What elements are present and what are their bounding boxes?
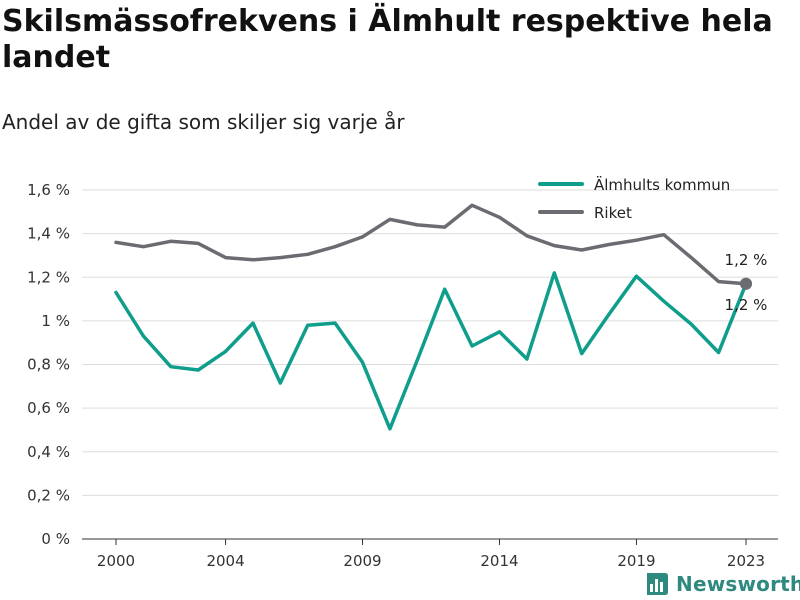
brand-name: Newsworthy [676, 572, 800, 596]
legend: Älmhults kommun Riket [538, 175, 730, 222]
end-value-label: 1,2 % [725, 296, 768, 314]
series-line-riket [114, 203, 748, 286]
brand-logo: Newsworthy [644, 568, 800, 600]
end-value-label: 1,2 % [725, 251, 768, 269]
y-tick-label: 1,2 % [27, 268, 70, 286]
y-tick-label: 1,4 % [27, 225, 70, 243]
y-tick-label: 0,6 % [27, 399, 70, 417]
chart-subtitle: Andel av de gifta som skiljer sig varje … [2, 110, 405, 134]
y-tick-label: 1,6 % [27, 181, 70, 199]
series-line-almhult [114, 271, 748, 431]
x-tick-label: 2000 [97, 552, 135, 570]
y-tick-label: 1 % [41, 312, 70, 330]
x-tick-label: 2004 [206, 552, 244, 570]
chart-title: Skilsmässofrekvens i Älmhult respektive … [2, 4, 773, 75]
x-axis: 2000 2004 2009 2014 2019 2023 [97, 539, 765, 570]
legend-label: Riket [594, 204, 632, 222]
x-tick-label: 2009 [343, 552, 381, 570]
series-lines [114, 203, 752, 431]
y-tick-label: 0,4 % [27, 443, 70, 461]
x-tick-label: 2019 [617, 552, 655, 570]
y-tick-label: 0,8 % [27, 356, 70, 374]
x-tick-label: 2014 [480, 552, 518, 570]
bar-chart-icon [647, 573, 668, 595]
y-tick-label: 0,2 % [27, 486, 70, 504]
legend-label: Älmhults kommun [594, 175, 730, 194]
y-axis-ticks: 0 % 0,2 % 0,4 % 0,6 % 0,8 % 1 % 1,2 % 1,4 % 1,6 … [27, 181, 70, 548]
end-point-riket [740, 277, 752, 290]
y-tick-label: 0 % [41, 530, 70, 548]
x-tick-label: 2023 [727, 552, 765, 570]
gridlines [82, 189, 778, 540]
end-labels: 1,2 % 1,2 % [725, 251, 768, 314]
